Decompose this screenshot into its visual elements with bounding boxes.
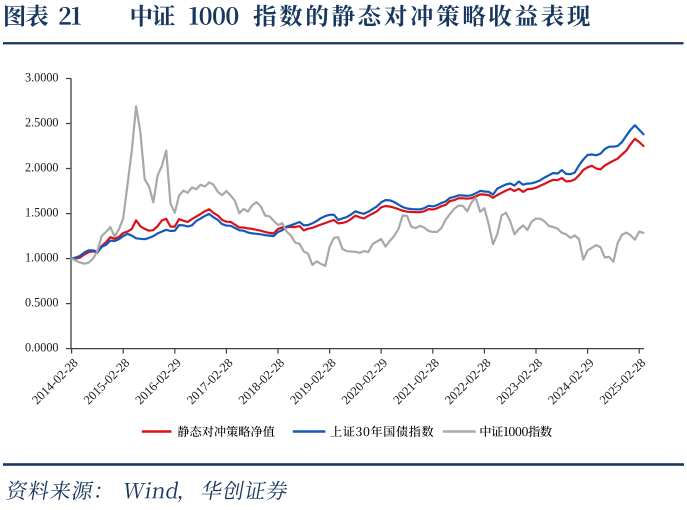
- svg-text:1.0000: 1.0000: [25, 251, 59, 265]
- svg-text:2016-02-29: 2016-02-29: [132, 356, 183, 407]
- svg-text:2017-02-28: 2017-02-28: [184, 356, 235, 407]
- svg-text:2020-02-29: 2020-02-29: [339, 356, 390, 407]
- svg-text:2018-02-28: 2018-02-28: [236, 356, 287, 407]
- svg-text:2021-02-28: 2021-02-28: [390, 356, 441, 407]
- svg-text:2.5000: 2.5000: [25, 116, 59, 130]
- svg-text:2.0000: 2.0000: [25, 161, 59, 175]
- svg-text:2025-02-28: 2025-02-28: [597, 356, 648, 407]
- svg-text:2023-02-28: 2023-02-28: [494, 356, 545, 407]
- svg-text:2022-02-28: 2022-02-28: [442, 356, 493, 407]
- svg-text:0.0000: 0.0000: [25, 341, 59, 355]
- svg-text:2014-02-28: 2014-02-28: [29, 356, 80, 407]
- svg-text:3.0000: 3.0000: [25, 71, 59, 85]
- svg-text:2015-02-28: 2015-02-28: [81, 356, 132, 407]
- svg-text:2019-02-28: 2019-02-28: [287, 356, 338, 407]
- svg-text:1.5000: 1.5000: [25, 206, 59, 220]
- svg-text:0.5000: 0.5000: [25, 296, 59, 310]
- svg-text:2024-02-29: 2024-02-29: [545, 356, 596, 407]
